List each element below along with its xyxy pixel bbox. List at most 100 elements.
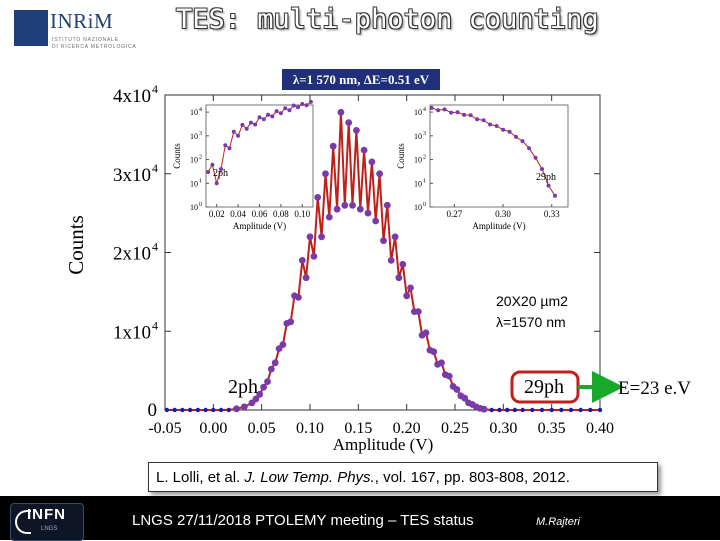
data-point	[195, 407, 201, 413]
data-point	[341, 201, 349, 209]
infn-logo-sub: LNGS	[41, 526, 58, 532]
inrim-logo-subline-2: DI RICERCA METROLOGICA	[52, 44, 137, 50]
inset-y-tick-exponent: 4	[199, 107, 202, 113]
inset-data-point	[283, 106, 288, 111]
inset-data-point	[429, 105, 434, 110]
data-point	[333, 205, 341, 213]
data-point	[489, 407, 494, 413]
y-axis-label: Counts	[64, 215, 88, 275]
inset-data-point	[520, 139, 525, 144]
data-point	[376, 170, 383, 178]
x-tick-label: -0.05	[148, 420, 181, 437]
data-point	[256, 390, 264, 398]
data-point	[360, 146, 368, 154]
inset-y-tick-exponent: 3	[199, 131, 202, 137]
data-point	[430, 348, 438, 356]
inset-x-tick-label: 0.27	[446, 209, 462, 219]
y-tick-label: 0	[148, 400, 158, 421]
data-point	[260, 383, 267, 391]
data-point	[530, 407, 535, 413]
inset-data-point	[278, 111, 283, 116]
data-point	[295, 294, 302, 301]
inset-data-point	[514, 134, 518, 139]
annotation-wavelength: λ=1570 nm	[496, 314, 566, 330]
inset-data-point	[248, 120, 253, 125]
inset-data-point	[296, 105, 300, 110]
annotation-29ph: 29ph	[524, 376, 564, 398]
infn-logo: INFN LNGS	[10, 503, 84, 541]
infn-swoosh-icon	[15, 510, 31, 534]
citation-box: L. Lolli, et al. J. Low Temp. Phys., vol…	[148, 462, 658, 492]
data-point	[302, 274, 310, 282]
inrim-logo: INRiM ISTITUTO NAZIONALE DI RICERCA METR…	[14, 9, 136, 52]
data-point	[287, 318, 295, 326]
data-point	[387, 257, 395, 264]
inset-data-point	[300, 102, 305, 106]
data-point	[164, 407, 170, 413]
data-point	[505, 407, 510, 413]
inset-data-point	[240, 122, 245, 127]
inrim-logo-name: INRiM	[50, 9, 114, 33]
data-point	[218, 407, 224, 413]
data-point	[310, 253, 318, 260]
data-point	[372, 217, 380, 225]
chart-title-box	[282, 69, 440, 90]
inset-data-point	[223, 143, 228, 148]
inset-data-point	[287, 108, 292, 113]
data-point	[539, 407, 545, 413]
data-point	[461, 394, 469, 402]
data-point	[298, 257, 306, 264]
data-point	[329, 142, 337, 150]
footer-meeting-text: LNGS 27/11/2018 PTOLEMY meeting – TES st…	[132, 512, 474, 529]
footer-author: M.Rajteri	[536, 516, 581, 528]
inset-y-tick-label: 10	[414, 108, 422, 117]
data-point	[549, 407, 554, 413]
data-point	[438, 359, 445, 367]
x-tick-label: 0.15	[344, 420, 372, 437]
data-point	[180, 407, 185, 413]
inset-x-tick-label: 0.10	[294, 209, 310, 219]
data-point	[356, 205, 364, 213]
slide-title: TES: multi-photon counting	[176, 4, 599, 35]
x-tick-label: 0.35	[538, 420, 566, 437]
data-point	[345, 119, 353, 126]
inset-y-tick-label: 10	[414, 132, 422, 141]
data-point	[497, 407, 502, 413]
inset-data-point	[540, 167, 544, 171]
citation-details: , vol. 167, pp. 803-808, 2012.	[374, 469, 570, 486]
data-point	[407, 284, 414, 292]
inset-y-tick-label: 10	[190, 203, 198, 212]
data-point	[597, 407, 603, 413]
inset-data-point	[481, 118, 486, 123]
inset-x-tick-label: 0.08	[273, 209, 289, 219]
inset-data-point	[462, 112, 467, 117]
inset-data-point	[507, 129, 512, 134]
inset-data-point	[546, 183, 551, 188]
inset-data-point	[219, 167, 223, 171]
data-point	[353, 126, 360, 134]
y-tick-exponent: 4	[152, 161, 158, 175]
inset-data-point	[455, 110, 460, 115]
inset-frame	[429, 104, 569, 208]
inset-y-tick-label: 10	[190, 179, 198, 188]
inset-data-point	[274, 109, 279, 114]
inset-data-point	[527, 146, 531, 151]
citation-authors: L. Lolli, et al.	[156, 469, 245, 486]
inset-data-point	[261, 117, 266, 122]
data-point	[368, 158, 376, 166]
inset-y-tick-exponent: 2	[199, 155, 202, 161]
inset-data-point	[266, 112, 271, 117]
data-point	[187, 407, 193, 413]
annotation-2ph: 2ph	[228, 376, 258, 398]
x-tick-label: 0.30	[489, 420, 517, 437]
citation-journal: J. Low Temp. Phys.	[244, 469, 375, 486]
inset-y-tick-label: 10	[190, 132, 198, 141]
x-tick-label: 0.25	[441, 420, 469, 437]
inset-data-point	[475, 117, 480, 122]
inset-y-tick-exponent: 1	[423, 178, 426, 184]
inset-data-point	[236, 133, 241, 138]
x-tick-label: 0.10	[296, 420, 324, 437]
data-point	[267, 365, 275, 373]
x-tick-label: 0.05	[248, 420, 276, 437]
